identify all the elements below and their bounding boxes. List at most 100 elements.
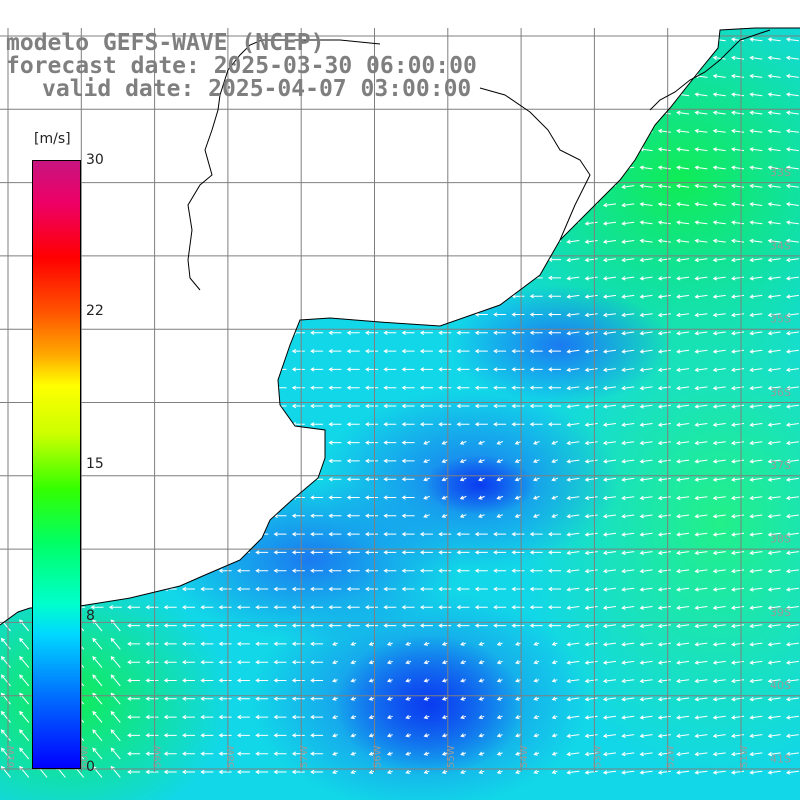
wind-arrow — [438, 586, 452, 592]
wind-arrow — [548, 385, 561, 390]
wind-arrow — [602, 495, 616, 501]
wind-arrow — [218, 678, 232, 683]
wind-arrow — [548, 568, 561, 573]
wind-arrow — [566, 477, 580, 482]
wind-arrow — [657, 238, 671, 244]
colorbar-unit: [m/s] — [34, 131, 71, 147]
wind-arrow — [17, 147, 31, 153]
wind-arrow — [17, 531, 31, 537]
wind-arrow — [405, 769, 412, 774]
wind-arrow — [749, 165, 763, 170]
wind-arrow — [218, 165, 232, 171]
wind-arrow — [438, 220, 452, 226]
latitude-label: 37S — [770, 459, 791, 472]
wind-arrow — [584, 715, 598, 720]
wind-arrow — [566, 38, 580, 43]
wind-arrow — [785, 331, 799, 336]
wind-arrow — [496, 458, 504, 463]
wind-arrow — [127, 458, 141, 464]
wind-arrow — [533, 678, 540, 683]
wind-arrow — [529, 129, 543, 134]
wind-arrow — [365, 477, 378, 482]
wind-arrow — [383, 110, 397, 116]
wind-arrow — [200, 165, 214, 171]
wind-arrow — [291, 220, 305, 226]
wind-arrow — [566, 404, 580, 409]
wind-arrow — [551, 733, 558, 738]
wind-arrow — [657, 660, 671, 665]
wind-arrow — [90, 330, 104, 336]
wind-arrow — [657, 202, 671, 207]
wind-arrow — [163, 129, 177, 134]
wind-arrow — [291, 312, 305, 317]
wind-arrow — [441, 733, 448, 738]
wind-arrow — [785, 715, 799, 720]
wind-arrow — [785, 733, 799, 738]
wind-arrow — [108, 275, 122, 281]
longitude-label: 53W — [592, 745, 603, 768]
wind-arrow — [529, 550, 543, 555]
wind-arrow — [767, 715, 781, 720]
wind-arrow — [511, 348, 525, 354]
wind-arrow — [127, 239, 141, 244]
wind-arrow — [460, 751, 467, 756]
wind-arrow — [712, 587, 726, 592]
wind-arrow — [602, 532, 616, 537]
wind-arrow — [17, 403, 31, 409]
wind-arrow — [273, 440, 287, 445]
wind-arrow — [419, 257, 433, 262]
wind-arrow — [145, 202, 159, 207]
wind-arrow — [548, 367, 561, 372]
wind-arrow — [255, 202, 269, 207]
wind-arrow — [493, 531, 507, 537]
wind-arrow — [602, 440, 616, 446]
wind-arrow — [346, 367, 360, 372]
wind-arrow — [548, 37, 561, 43]
wind-arrow — [145, 550, 159, 555]
wind-arrow — [515, 641, 521, 646]
wind-arrow — [456, 312, 470, 317]
wind-arrow — [145, 605, 159, 610]
wind-arrow — [511, 550, 525, 555]
wind-arrow — [532, 458, 540, 463]
wind-arrow — [127, 659, 141, 665]
wind-arrow — [493, 312, 507, 317]
wind-arrow — [496, 641, 503, 646]
wind-arrow — [90, 257, 104, 262]
wind-arrow — [639, 92, 653, 97]
wind-arrow — [511, 110, 525, 116]
wind-arrow — [731, 422, 745, 427]
wind-arrow — [291, 165, 305, 171]
wind-arrow — [236, 330, 250, 336]
wind-arrow — [17, 239, 31, 244]
wind-arrow — [474, 239, 488, 244]
wind-arrow — [17, 294, 31, 299]
wind-arrow — [767, 605, 781, 610]
wind-arrow — [493, 623, 507, 628]
wind-arrow — [474, 422, 488, 427]
wind-arrow — [493, 330, 507, 336]
wind-arrow — [419, 403, 433, 409]
wind-arrow — [785, 92, 799, 97]
wind-arrow — [332, 660, 338, 665]
wind-arrow — [273, 733, 287, 738]
wind-arrow — [532, 440, 540, 445]
wind-arrow — [493, 184, 507, 189]
wind-arrow — [438, 568, 452, 573]
wind-arrow — [90, 440, 104, 445]
wind-arrow — [328, 184, 342, 189]
wind-arrow — [255, 348, 269, 354]
wind-arrow — [639, 477, 653, 482]
wind-arrow — [749, 678, 763, 684]
wind-arrow — [639, 349, 653, 354]
wind-arrow — [291, 294, 305, 299]
wind-arrow — [474, 74, 488, 79]
wind-arrow — [602, 166, 616, 171]
map-title-model: modelo GEFS-WAVE (NCEP) — [6, 30, 325, 56]
longitude-labels: 61W 60W 59W 58W 57W 56W 55W 54W 53W 52W 51W — [6, 745, 750, 768]
wind-arrow — [419, 312, 433, 317]
wind-arrow — [383, 312, 397, 317]
wind-arrow — [602, 294, 616, 299]
wind-arrow — [767, 770, 781, 775]
wind-arrow — [456, 550, 470, 555]
